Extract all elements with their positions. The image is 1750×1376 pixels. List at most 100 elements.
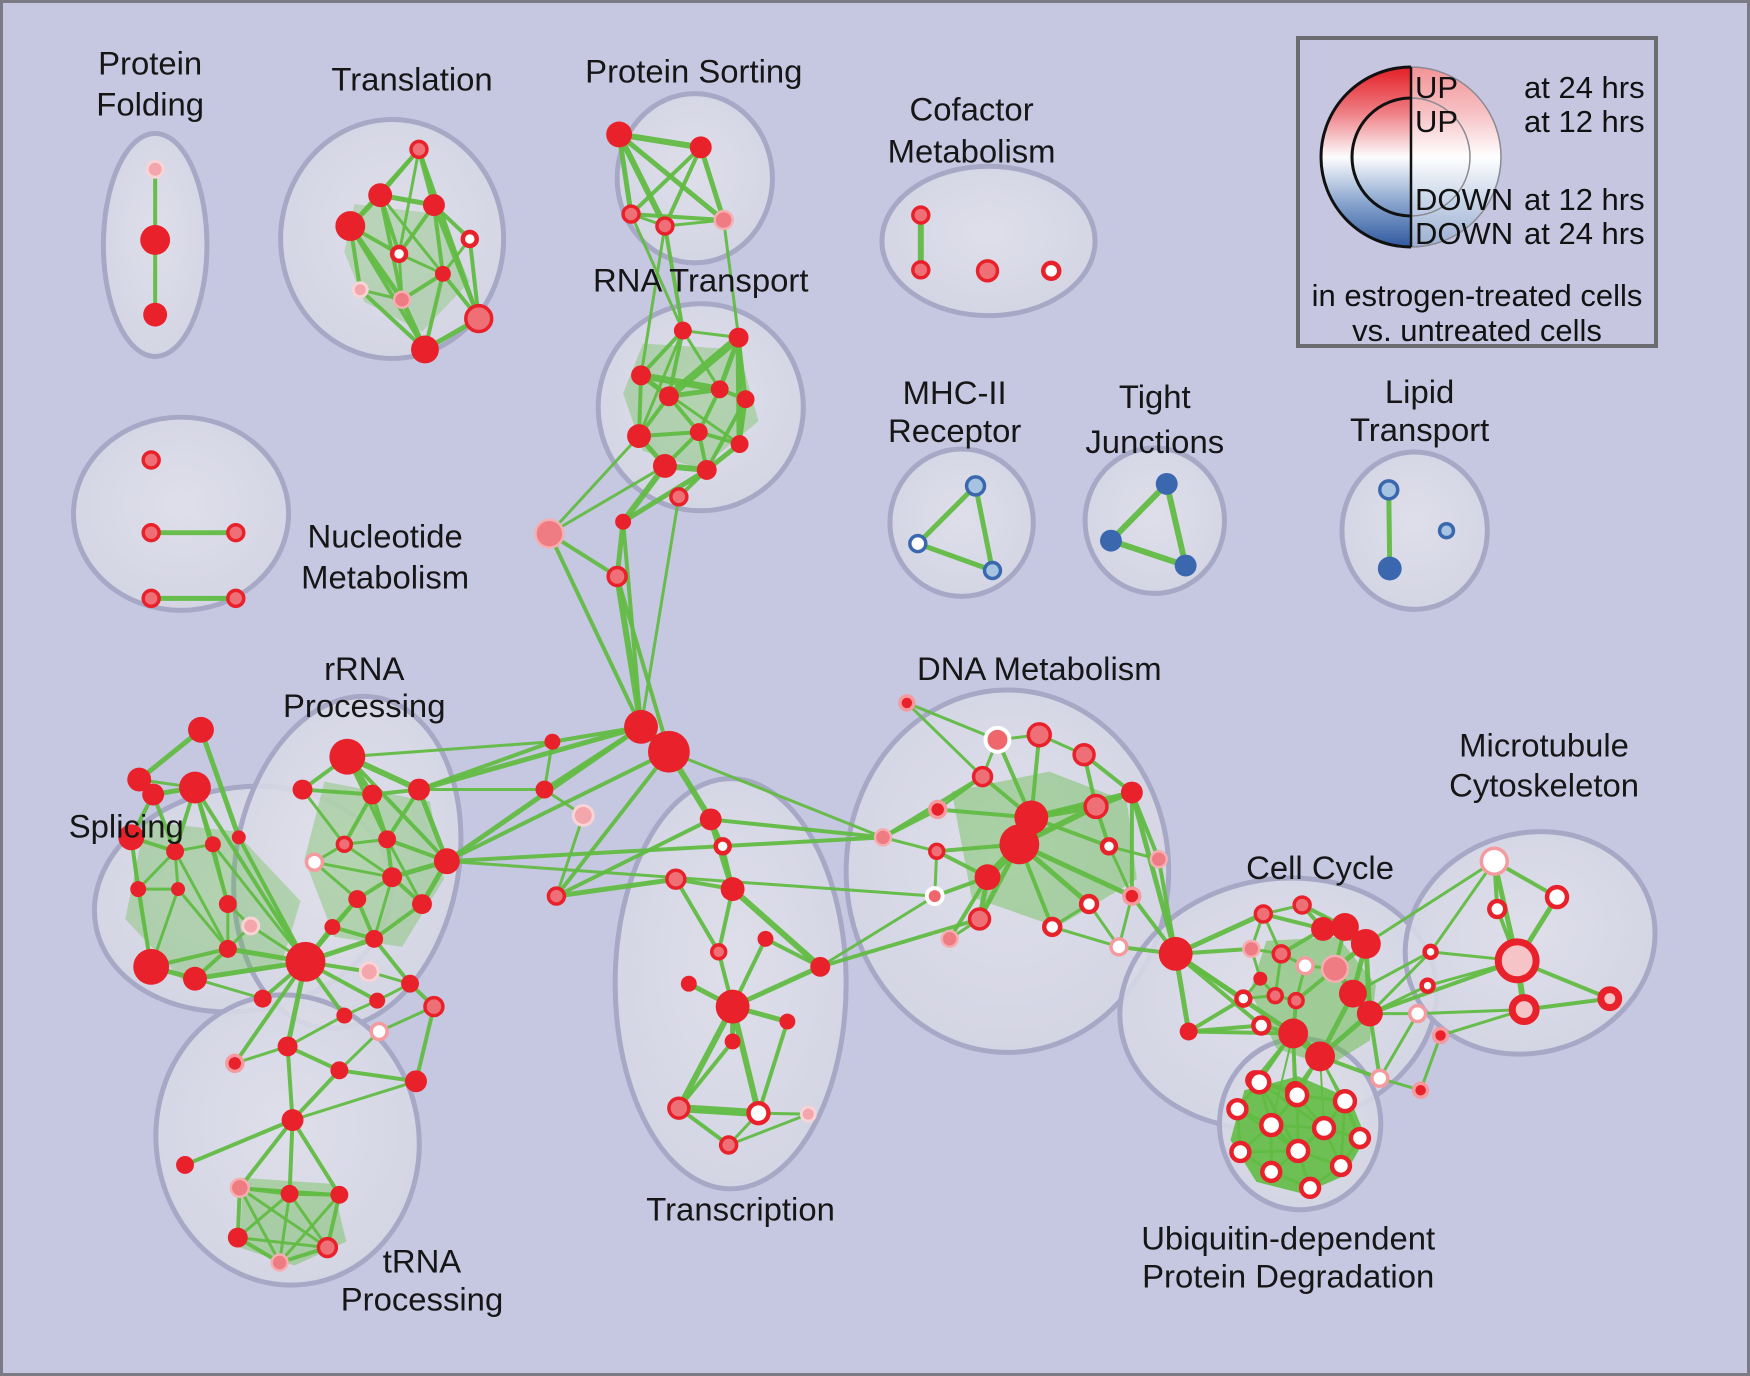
node-sp6 [130, 881, 147, 898]
node-ub3 [1332, 1088, 1358, 1114]
node-rt5 [710, 380, 729, 399]
edge-n3-h1 [639, 495, 681, 729]
edge-cc16-mt5 [1368, 950, 1433, 1016]
edge-dm5-cc0 [1129, 790, 1179, 957]
node-tn3 [330, 1061, 349, 1080]
edge-sp7-sp10 [176, 887, 230, 951]
node-sp11 [241, 916, 261, 936]
node-dm5 [1120, 781, 1143, 804]
cluster-label-cell-cycle: Cell Cycle [1246, 849, 1394, 886]
edge-rr8-dm15 [445, 859, 937, 898]
edge-mh1-mh3 [973, 483, 995, 574]
node-mt1 [1479, 846, 1509, 876]
node-tj3 [1174, 554, 1197, 577]
node-ub10 [1260, 1160, 1283, 1184]
node-mt3 [1487, 898, 1508, 920]
node-ps2 [689, 136, 712, 159]
edge-tn8-tn12 [278, 1192, 292, 1264]
legend-caption-line1: in estrogen-treated cells [1311, 278, 1643, 313]
node-tc9 [715, 989, 750, 1024]
edge-tn9-tn12 [278, 1193, 341, 1264]
cluster-label-transcription: Transcription [646, 1191, 835, 1228]
edge-tn5-tn9 [290, 1118, 342, 1197]
node-dm9 [999, 824, 1040, 865]
node-rt4 [658, 386, 679, 407]
edge-tn7-tn12 [238, 1186, 282, 1264]
edge-n1-rt7 [547, 434, 641, 536]
edge-tc9-tc13 [729, 1003, 762, 1117]
legend-down24-label: DOWN [1415, 216, 1514, 251]
node-dm16 [1122, 886, 1142, 906]
node-ub7 [1348, 1126, 1372, 1150]
edge-rt1-rt7 [637, 329, 685, 438]
node-cc6 [1350, 928, 1381, 959]
node-cc1 [1179, 1022, 1198, 1041]
legend-row-down-12: DOWN at 12 hrs [1415, 182, 1645, 218]
node-ub11 [1329, 1154, 1353, 1178]
network-svg: Protein Folding Translation Nucleotide Metab… [69, 45, 1658, 1317]
node-sp2 [179, 771, 211, 804]
cluster-ellipse-lipid-transport [1339, 449, 1490, 612]
legend-down24-time: at 24 hrs [1524, 216, 1645, 251]
node-t10 [464, 303, 494, 334]
legend-up24-label: UP [1415, 70, 1459, 105]
node-rr18 [369, 1021, 389, 1042]
legend-inner-left-arc [1350, 96, 1412, 218]
node-sp1 [142, 783, 165, 806]
node-cc13 [1234, 989, 1253, 1008]
cluster-ellipse-mhc-ii-receptor [887, 446, 1036, 599]
edge-mh1-mh2 [915, 483, 979, 547]
node-rr5 [335, 835, 354, 854]
node-rr16 [423, 995, 445, 1018]
edge-n1-h1 [547, 531, 644, 729]
node-mt5 [1422, 943, 1439, 961]
node-t4 [422, 194, 445, 217]
edge-rr1-rr8 [345, 754, 449, 864]
edge-t8-t11 [358, 287, 427, 352]
node-dm21 [940, 929, 959, 949]
node-rt2 [728, 327, 749, 348]
node-nm2 [141, 522, 161, 543]
edge-rr9-rr13 [372, 875, 394, 941]
node-mt7 [1407, 1003, 1428, 1024]
edge-tn3-tn4 [337, 1068, 419, 1084]
edge-tc4-tc7 [729, 886, 824, 970]
node-t1 [409, 139, 429, 160]
node-n4 [606, 565, 628, 588]
edge-tc7-dm15 [818, 894, 937, 969]
node-sp9 [183, 966, 207, 991]
cluster-label-splicing: Splicing [69, 807, 184, 844]
edge-dm19-dm20 [1050, 925, 1121, 949]
edge-mt1-mt5 [1429, 859, 1496, 954]
edge-ps5-rt2 [722, 218, 741, 340]
legend-row-up-12: UP at 12 hrs [1415, 104, 1645, 140]
cluster-label-tight-junctions: Tight Junctions [1085, 378, 1224, 460]
node-tc6 [709, 943, 728, 961]
node-tn11 [316, 1236, 339, 1259]
node-rr2 [292, 779, 313, 800]
edge-tc0-tc3 [553, 876, 679, 899]
edge-rr8-dm11 [444, 835, 885, 864]
node-tc15 [718, 1135, 739, 1155]
edge-tn5-tn8 [287, 1118, 295, 1196]
node-rr8 [433, 848, 460, 875]
node-tc3 [665, 868, 687, 890]
cluster-label-microtubule-cytoskeleton: Microtubule Cytoskeleton [1449, 727, 1639, 804]
edge-t3-t11 [348, 224, 427, 352]
node-sp10 [218, 939, 237, 958]
edge-cc16-mt4 [1367, 958, 1520, 1016]
legend-outer-right-arc [1410, 66, 1502, 248]
node-ub12 [1298, 1176, 1322, 1200]
node-sp14 [218, 895, 237, 914]
legend-caption-line2: vs. untreated cells [1352, 313, 1602, 348]
node-dm18 [967, 907, 992, 931]
edge-tn5-tn7 [237, 1118, 295, 1190]
edge-cc6-mt1 [1364, 859, 1496, 946]
node-cf1 [911, 205, 931, 225]
node-nm4 [141, 588, 161, 609]
node-lp3 [1437, 521, 1456, 540]
legend-up24-time: at 24 hrs [1524, 70, 1645, 105]
node-sp4 [166, 842, 185, 861]
node-rr9 [382, 867, 403, 888]
node-tc14 [799, 1105, 817, 1123]
